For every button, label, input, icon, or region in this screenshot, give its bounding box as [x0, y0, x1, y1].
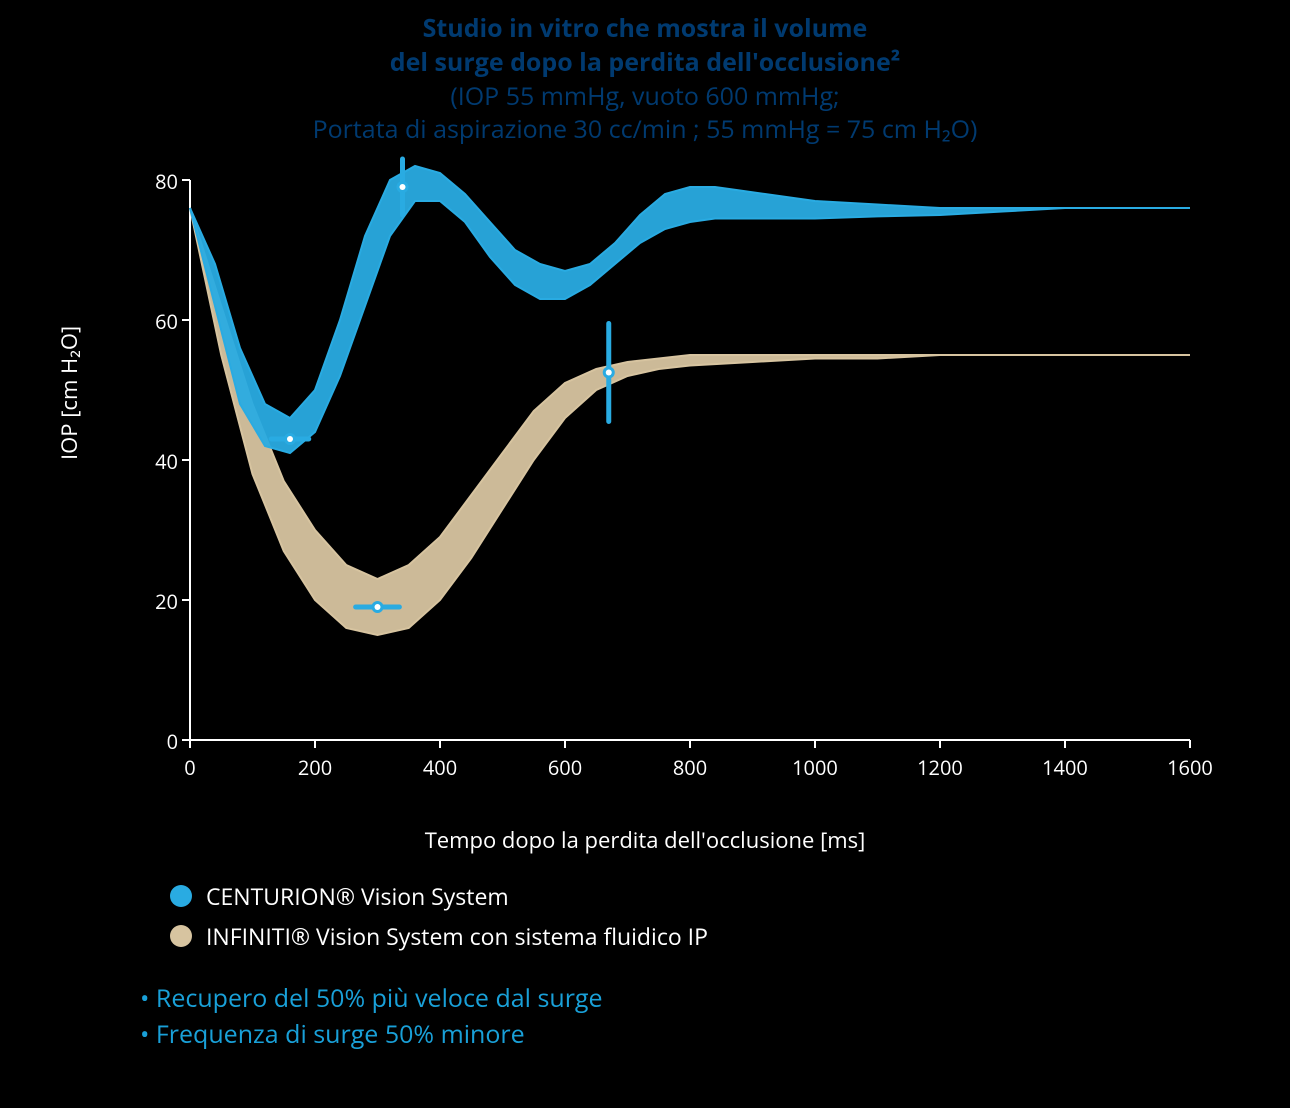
legend-label: CENTURION® Vision System — [206, 880, 509, 912]
bullet-list: • Recupero del 50% più veloce dal surge•… — [140, 980, 603, 1053]
legend-dot-icon — [170, 925, 192, 947]
legend-item: CENTURION® Vision System — [170, 880, 708, 912]
legend: CENTURION® Vision System INFINITI® Vision… — [170, 880, 708, 960]
chart-container: Studio in vitro che mostra il volume del… — [0, 0, 1290, 1108]
y-tick-label: 0 — [118, 728, 178, 755]
x-tick-label: 1600 — [1150, 754, 1230, 781]
bullet-item: • Recupero del 50% più veloce dal surge — [140, 980, 603, 1016]
series-band-infiniti — [190, 208, 1190, 635]
y-tick-label: 20 — [118, 588, 178, 615]
legend-dot-icon — [170, 885, 192, 907]
y-tick-label: 40 — [118, 448, 178, 475]
x-axis-title: Tempo dopo la perdita dell'occlusione [m… — [0, 825, 1290, 855]
x-tick-label: 1400 — [1025, 754, 1105, 781]
x-tick-label: 200 — [275, 754, 355, 781]
x-tick-label: 1000 — [775, 754, 855, 781]
x-tick-label: 1200 — [900, 754, 980, 781]
x-tick-label: 400 — [400, 754, 480, 781]
chart-plot — [0, 0, 1290, 820]
y-tick-label: 80 — [118, 168, 178, 195]
legend-label: INFINITI® Vision System con sistema flui… — [206, 920, 708, 952]
y-tick-label: 60 — [118, 308, 178, 335]
bullet-item: • Frequenza di surge 50% minore — [140, 1016, 603, 1052]
legend-item: INFINITI® Vision System con sistema flui… — [170, 920, 708, 952]
x-tick-label: 800 — [650, 754, 730, 781]
x-tick-label: 600 — [525, 754, 605, 781]
x-tick-label: 0 — [150, 754, 230, 781]
